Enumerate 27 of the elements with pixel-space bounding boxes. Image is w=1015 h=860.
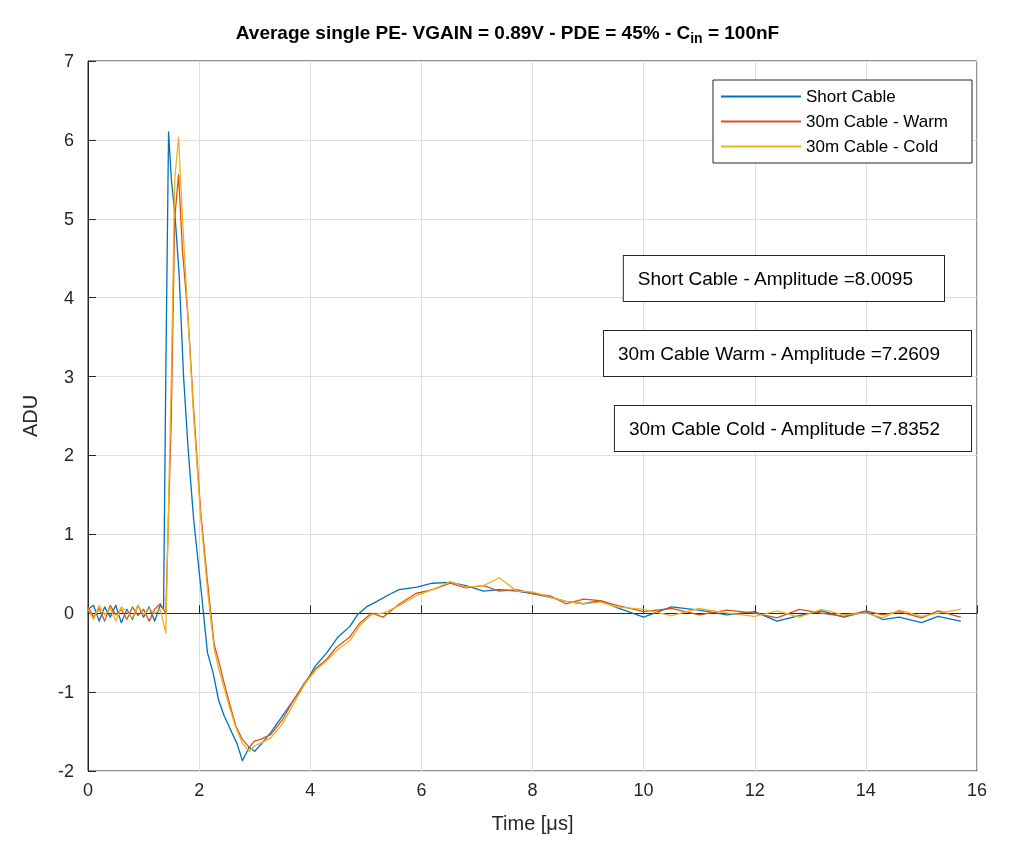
x-axis-title: Time [μs] xyxy=(491,812,574,834)
y-tick-label: 3 xyxy=(63,366,74,387)
x-tick-label: 8 xyxy=(527,780,538,800)
y-axis-title: ADU xyxy=(19,394,41,438)
legend-label: 30m Cable - Cold xyxy=(805,137,939,156)
x-tick-label: 4 xyxy=(305,780,316,800)
x-tick-label: 16 xyxy=(966,780,988,800)
annotation: 30m Cable Warm - Amplitude =7.2609 xyxy=(618,343,940,364)
x-tick-label: 2 xyxy=(194,780,205,800)
y-tick-label: 1 xyxy=(63,524,74,545)
y-tick-label: -2 xyxy=(57,761,74,781)
y-tick-label: 2 xyxy=(63,445,74,466)
legend-label: 30m Cable - Warm xyxy=(805,112,949,131)
annotation: Short Cable - Amplitude =8.0095 xyxy=(637,268,913,289)
y-tick-label: 4 xyxy=(63,287,74,308)
y-tick-label: 5 xyxy=(63,208,74,229)
x-tick-label: 0 xyxy=(82,780,94,800)
x-tick-label: 12 xyxy=(744,780,765,800)
y-tick-label: -1 xyxy=(57,682,74,703)
y-tick-label: 7 xyxy=(63,51,74,71)
y-tick-label: 0 xyxy=(63,603,74,624)
x-tick-label: 10 xyxy=(633,780,654,800)
legend-label: Short Cable xyxy=(805,87,896,106)
annotation: 30m Cable Cold - Amplitude =7.8352 xyxy=(628,418,940,439)
y-tick-label: 6 xyxy=(63,129,74,150)
x-tick-label: 6 xyxy=(416,780,427,800)
x-tick-label: 14 xyxy=(855,780,876,800)
